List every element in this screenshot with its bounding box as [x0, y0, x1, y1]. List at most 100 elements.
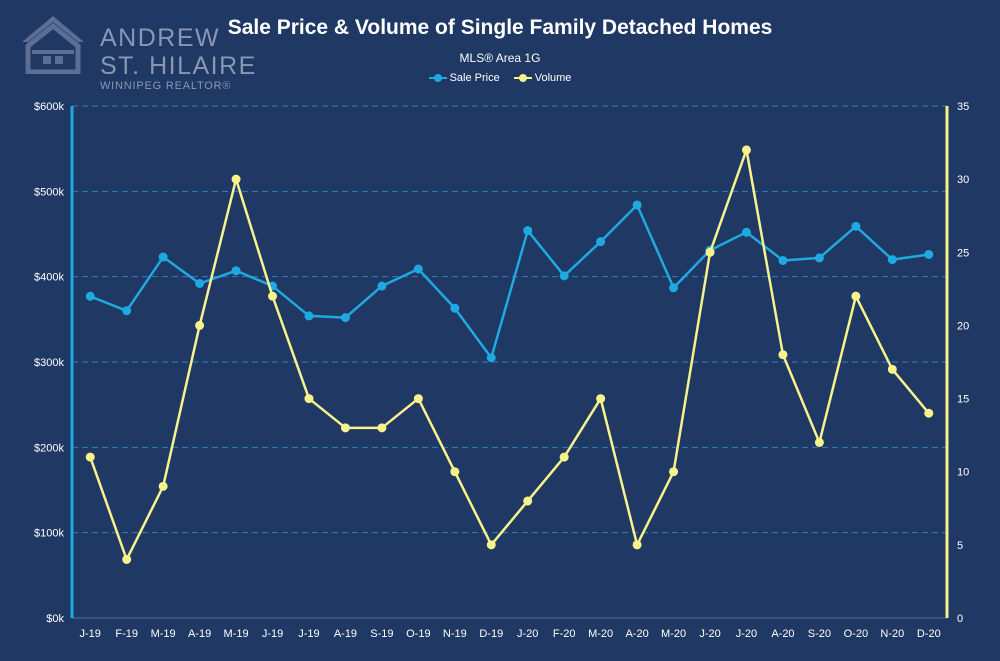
- x-tick-label: J-20: [699, 628, 720, 640]
- x-tick-label: A-19: [334, 628, 357, 640]
- data-point-sale-price: [778, 255, 788, 265]
- data-point-sale-price: [596, 237, 606, 247]
- data-point-volume: [741, 145, 751, 155]
- x-tick-label: M-20: [661, 628, 686, 640]
- y-left-tick-label: $400k: [34, 272, 64, 284]
- chart-legend: Sale Price Volume: [0, 72, 1000, 84]
- data-point-sale-price: [814, 253, 824, 263]
- data-point-sale-price: [158, 252, 168, 262]
- data-point-sale-price: [340, 313, 350, 323]
- y-right-tick-label: 5: [957, 540, 963, 552]
- legend-label-volume: Volume: [534, 72, 572, 84]
- data-point-volume: [669, 467, 679, 477]
- legend-item-sale-price: Sale Price: [428, 72, 500, 84]
- y-right-tick-label: 30: [957, 174, 969, 186]
- x-tick-label: D-19: [479, 628, 503, 640]
- x-tick-label: J-19: [80, 628, 101, 640]
- x-tick-label: A-20: [625, 628, 648, 640]
- x-tick-label: S-20: [808, 628, 831, 640]
- data-point-volume: [195, 320, 205, 330]
- logo-name-line1: ANDREW: [100, 24, 221, 52]
- x-tick-label: M-20: [588, 628, 613, 640]
- y-left-tick-label: $0k: [46, 613, 64, 625]
- x-tick-label: N-19: [443, 628, 467, 640]
- data-point-volume: [778, 350, 788, 360]
- x-tick-label: M-19: [224, 628, 249, 640]
- data-point-volume: [523, 496, 533, 506]
- data-point-volume: [85, 452, 95, 462]
- x-tick-label: A-20: [771, 628, 794, 640]
- data-point-volume: [268, 291, 278, 301]
- chart-title: Sale Price & Volume of Single Family Det…: [227, 16, 773, 39]
- data-point-volume: [814, 437, 824, 447]
- data-point-volume: [851, 291, 861, 301]
- y-right-tick-label: 0: [957, 613, 963, 625]
- data-point-sale-price: [122, 306, 132, 316]
- legend-item-volume: Volume: [513, 72, 572, 84]
- data-point-volume: [596, 394, 606, 404]
- y-left-tick-label: $200k: [34, 442, 64, 454]
- x-tick-label: F-19: [115, 628, 138, 640]
- legend-swatch-sale-price: [428, 73, 447, 83]
- data-point-volume: [158, 481, 168, 491]
- series-line-sale-price: [89, 203, 929, 359]
- data-point-sale-price: [304, 311, 314, 321]
- data-point-sale-price: [85, 291, 95, 301]
- y-right-tick-label: 35: [957, 101, 969, 113]
- x-tick-label: F-20: [553, 628, 576, 640]
- data-point-sale-price: [231, 266, 241, 276]
- data-point-sale-price: [851, 221, 861, 231]
- logo-tagline: WINNIPEG REALTOR®: [100, 80, 232, 92]
- data-point-sale-price: [413, 264, 423, 274]
- data-point-volume: [122, 554, 132, 564]
- y-left-tick-label: $100k: [34, 528, 64, 540]
- data-point-volume: [340, 423, 350, 433]
- data-point-sale-price: [887, 255, 897, 265]
- data-point-volume: [231, 174, 241, 184]
- y-right-tick-label: 10: [957, 467, 969, 479]
- x-tick-label: A-19: [188, 628, 211, 640]
- data-point-sale-price: [632, 200, 642, 210]
- data-point-sale-price: [195, 278, 205, 288]
- data-point-sale-price: [559, 271, 569, 281]
- x-tick-label: J-20: [736, 628, 757, 640]
- data-point-sale-price: [924, 249, 934, 259]
- x-tick-label: S-19: [370, 628, 393, 640]
- y-left-tick-label: $600k: [34, 101, 64, 113]
- x-tick-label: J-19: [262, 628, 283, 640]
- y-right-tick-label: 15: [957, 394, 969, 406]
- y-left-tick-label: $500k: [34, 186, 64, 198]
- data-point-volume: [924, 408, 934, 418]
- x-tick-label: N-20: [880, 628, 904, 640]
- company-logo: ANDREW ST. HILAIRE WINNIPEG REALTOR®: [18, 12, 255, 92]
- x-tick-label: O-19: [406, 628, 430, 640]
- data-point-volume: [632, 540, 642, 550]
- y-right-tick-label: 25: [957, 247, 969, 259]
- chart-subtitle: MLS® Area 1G: [459, 51, 541, 65]
- x-tick-label: D-20: [917, 628, 941, 640]
- x-tick-label: J-19: [298, 628, 319, 640]
- data-point-volume: [413, 394, 423, 404]
- data-point-volume: [450, 467, 460, 477]
- data-point-volume: [377, 423, 387, 433]
- data-point-sale-price: [741, 227, 751, 237]
- legend-swatch-volume: [513, 73, 532, 83]
- x-tick-label: J-20: [517, 628, 538, 640]
- x-tick-label: M-19: [151, 628, 176, 640]
- house-logo-icon: [22, 16, 84, 75]
- y-left-tick-label: $300k: [34, 357, 64, 369]
- logo-name-line2: ST. HILAIRE: [100, 52, 257, 80]
- data-point-volume: [887, 364, 897, 374]
- data-point-sale-price: [523, 226, 533, 236]
- x-tick-label: O-20: [844, 628, 868, 640]
- data-point-sale-price: [377, 281, 387, 291]
- data-point-sale-price: [486, 353, 496, 363]
- series-line-volume: [89, 148, 930, 561]
- data-point-sale-price: [669, 283, 679, 293]
- data-point-volume: [559, 452, 569, 462]
- legend-label-sale-price: Sale Price: [449, 72, 500, 84]
- y-right-tick-label: 20: [957, 320, 969, 332]
- data-point-volume: [304, 394, 314, 404]
- data-point-volume: [705, 247, 715, 257]
